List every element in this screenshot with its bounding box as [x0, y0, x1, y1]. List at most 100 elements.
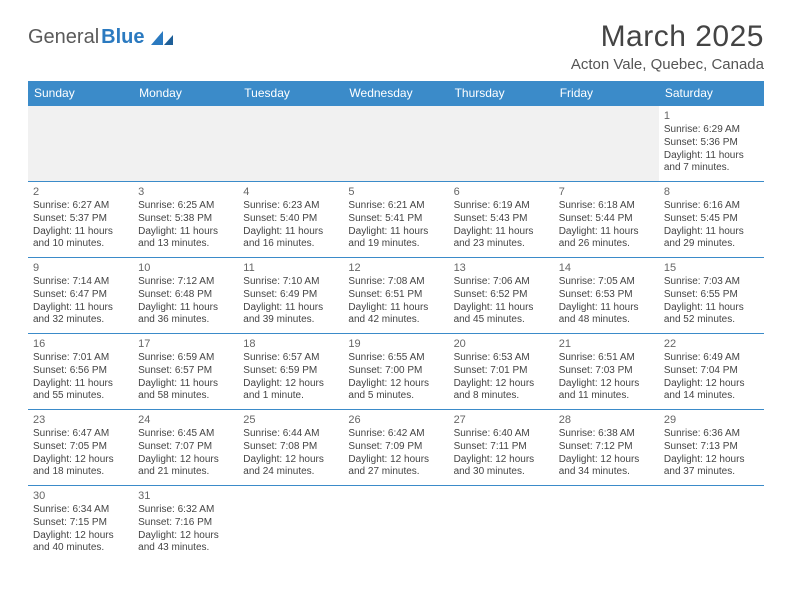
- daylight-text: Daylight: 11 hours and 48 minutes.: [559, 302, 654, 328]
- daylight-text: Daylight: 11 hours and 58 minutes.: [138, 378, 233, 404]
- sunset-text: Sunset: 5:37 PM: [33, 213, 128, 226]
- day-number: 17: [138, 337, 233, 351]
- daylight-text: Daylight: 11 hours and 13 minutes.: [138, 226, 233, 252]
- daylight-text: Daylight: 12 hours and 40 minutes.: [33, 530, 128, 556]
- daylight-text: Daylight: 11 hours and 23 minutes.: [454, 226, 549, 252]
- calendar-cell: 10Sunrise: 7:12 AMSunset: 6:48 PMDayligh…: [133, 258, 238, 334]
- sail-icon: [149, 29, 175, 47]
- daylight-text: Daylight: 12 hours and 27 minutes.: [348, 454, 443, 480]
- daylight-text: Daylight: 12 hours and 30 minutes.: [454, 454, 549, 480]
- sunrise-text: Sunrise: 6:38 AM: [559, 428, 654, 441]
- sunrise-text: Sunrise: 6:27 AM: [33, 200, 128, 213]
- daylight-text: Daylight: 12 hours and 21 minutes.: [138, 454, 233, 480]
- daylight-text: Daylight: 12 hours and 1 minute.: [243, 378, 338, 404]
- calendar-cell: 7Sunrise: 6:18 AMSunset: 5:44 PMDaylight…: [554, 182, 659, 258]
- day-number: 27: [454, 413, 549, 427]
- sunrise-text: Sunrise: 6:55 AM: [348, 352, 443, 365]
- day-number: 23: [33, 413, 128, 427]
- daylight-text: Daylight: 11 hours and 10 minutes.: [33, 226, 128, 252]
- sunset-text: Sunset: 6:51 PM: [348, 289, 443, 302]
- sunrise-text: Sunrise: 7:12 AM: [138, 276, 233, 289]
- calendar-row: 9Sunrise: 7:14 AMSunset: 6:47 PMDaylight…: [28, 258, 764, 334]
- calendar-body: 1Sunrise: 6:29 AMSunset: 5:36 PMDaylight…: [28, 106, 764, 562]
- calendar-cell: [28, 106, 133, 182]
- sunset-text: Sunset: 7:08 PM: [243, 441, 338, 454]
- calendar-cell: 28Sunrise: 6:38 AMSunset: 7:12 PMDayligh…: [554, 410, 659, 486]
- sunrise-text: Sunrise: 7:03 AM: [664, 276, 759, 289]
- sunset-text: Sunset: 7:11 PM: [454, 441, 549, 454]
- calendar-cell: 11Sunrise: 7:10 AMSunset: 6:49 PMDayligh…: [238, 258, 343, 334]
- calendar-cell: 2Sunrise: 6:27 AMSunset: 5:37 PMDaylight…: [28, 182, 133, 258]
- sunrise-text: Sunrise: 6:19 AM: [454, 200, 549, 213]
- sunrise-text: Sunrise: 6:51 AM: [559, 352, 654, 365]
- day-number: 8: [664, 185, 759, 199]
- sunrise-text: Sunrise: 6:34 AM: [33, 504, 128, 517]
- sunset-text: Sunset: 7:16 PM: [138, 517, 233, 530]
- calendar-cell: 21Sunrise: 6:51 AMSunset: 7:03 PMDayligh…: [554, 334, 659, 410]
- sunset-text: Sunset: 7:03 PM: [559, 365, 654, 378]
- sunrise-text: Sunrise: 6:29 AM: [664, 124, 759, 137]
- calendar-cell: 19Sunrise: 6:55 AMSunset: 7:00 PMDayligh…: [343, 334, 448, 410]
- day-number: 4: [243, 185, 338, 199]
- daylight-text: Daylight: 11 hours and 16 minutes.: [243, 226, 338, 252]
- sunrise-text: Sunrise: 6:36 AM: [664, 428, 759, 441]
- daylight-text: Daylight: 12 hours and 5 minutes.: [348, 378, 443, 404]
- sunrise-text: Sunrise: 6:47 AM: [33, 428, 128, 441]
- sunset-text: Sunset: 7:00 PM: [348, 365, 443, 378]
- calendar-cell: 6Sunrise: 6:19 AMSunset: 5:43 PMDaylight…: [449, 182, 554, 258]
- sunrise-text: Sunrise: 6:18 AM: [559, 200, 654, 213]
- calendar-cell: [554, 106, 659, 182]
- sunset-text: Sunset: 7:15 PM: [33, 517, 128, 530]
- sunrise-text: Sunrise: 6:53 AM: [454, 352, 549, 365]
- calendar-cell: 3Sunrise: 6:25 AMSunset: 5:38 PMDaylight…: [133, 182, 238, 258]
- month-title: March 2025: [571, 20, 764, 54]
- daylight-text: Daylight: 12 hours and 14 minutes.: [664, 378, 759, 404]
- sunset-text: Sunset: 7:01 PM: [454, 365, 549, 378]
- day-number: 29: [664, 413, 759, 427]
- sunset-text: Sunset: 5:43 PM: [454, 213, 549, 226]
- day-number: 24: [138, 413, 233, 427]
- weekday-wednesday: Wednesday: [343, 81, 448, 106]
- day-number: 5: [348, 185, 443, 199]
- daylight-text: Daylight: 12 hours and 34 minutes.: [559, 454, 654, 480]
- calendar-cell: 22Sunrise: 6:49 AMSunset: 7:04 PMDayligh…: [659, 334, 764, 410]
- daylight-text: Daylight: 12 hours and 24 minutes.: [243, 454, 338, 480]
- sunset-text: Sunset: 6:53 PM: [559, 289, 654, 302]
- daylight-text: Daylight: 11 hours and 55 minutes.: [33, 378, 128, 404]
- calendar-cell: [554, 486, 659, 562]
- daylight-text: Daylight: 11 hours and 29 minutes.: [664, 226, 759, 252]
- day-number: 12: [348, 261, 443, 275]
- calendar-cell: 5Sunrise: 6:21 AMSunset: 5:41 PMDaylight…: [343, 182, 448, 258]
- calendar-cell: 18Sunrise: 6:57 AMSunset: 6:59 PMDayligh…: [238, 334, 343, 410]
- day-number: 1: [664, 109, 759, 123]
- day-number: 2: [33, 185, 128, 199]
- weekday-sunday: Sunday: [28, 81, 133, 106]
- sunset-text: Sunset: 5:41 PM: [348, 213, 443, 226]
- weekday-friday: Friday: [554, 81, 659, 106]
- sunrise-text: Sunrise: 6:32 AM: [138, 504, 233, 517]
- day-number: 10: [138, 261, 233, 275]
- day-number: 22: [664, 337, 759, 351]
- calendar-cell: 29Sunrise: 6:36 AMSunset: 7:13 PMDayligh…: [659, 410, 764, 486]
- calendar-cell: [659, 486, 764, 562]
- calendar-row: 2Sunrise: 6:27 AMSunset: 5:37 PMDaylight…: [28, 182, 764, 258]
- daylight-text: Daylight: 12 hours and 37 minutes.: [664, 454, 759, 480]
- daylight-text: Daylight: 11 hours and 26 minutes.: [559, 226, 654, 252]
- sunset-text: Sunset: 7:09 PM: [348, 441, 443, 454]
- sunrise-text: Sunrise: 6:45 AM: [138, 428, 233, 441]
- weekday-thursday: Thursday: [449, 81, 554, 106]
- sunrise-text: Sunrise: 7:06 AM: [454, 276, 549, 289]
- calendar-cell: 1Sunrise: 6:29 AMSunset: 5:36 PMDaylight…: [659, 106, 764, 182]
- sunset-text: Sunset: 6:57 PM: [138, 365, 233, 378]
- calendar-cell: 27Sunrise: 6:40 AMSunset: 7:11 PMDayligh…: [449, 410, 554, 486]
- calendar-cell: 16Sunrise: 7:01 AMSunset: 6:56 PMDayligh…: [28, 334, 133, 410]
- calendar-row: 23Sunrise: 6:47 AMSunset: 7:05 PMDayligh…: [28, 410, 764, 486]
- sunrise-text: Sunrise: 7:10 AM: [243, 276, 338, 289]
- sunrise-text: Sunrise: 6:25 AM: [138, 200, 233, 213]
- day-number: 28: [559, 413, 654, 427]
- calendar-cell: 23Sunrise: 6:47 AMSunset: 7:05 PMDayligh…: [28, 410, 133, 486]
- day-number: 13: [454, 261, 549, 275]
- sunrise-text: Sunrise: 6:44 AM: [243, 428, 338, 441]
- sunrise-text: Sunrise: 6:16 AM: [664, 200, 759, 213]
- sunrise-text: Sunrise: 7:01 AM: [33, 352, 128, 365]
